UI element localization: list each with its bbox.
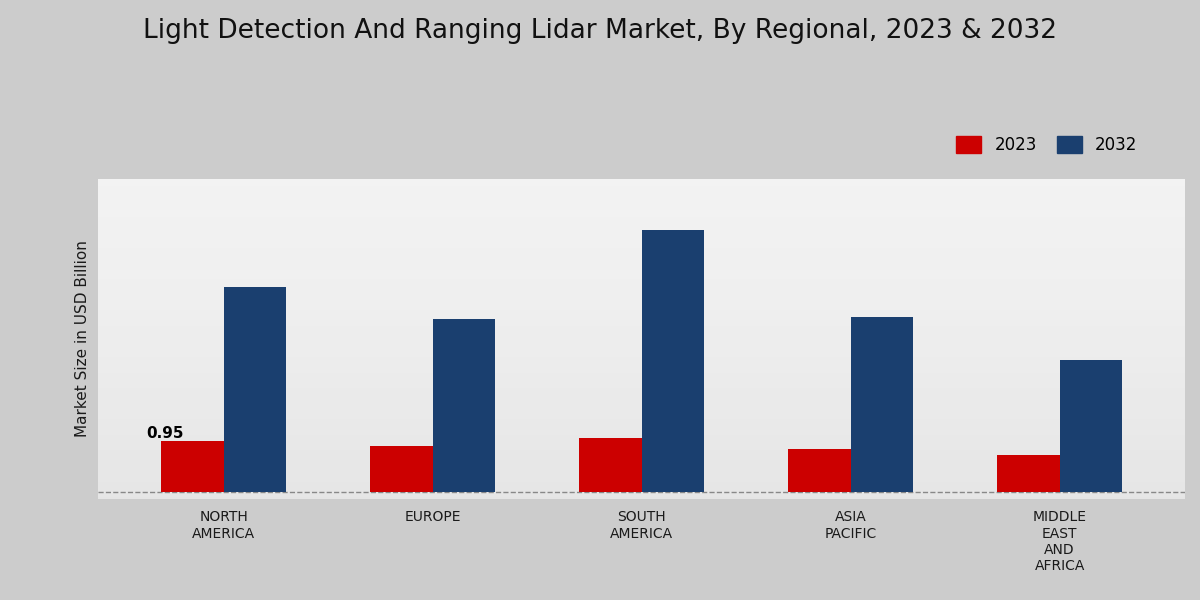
Bar: [578, 438, 642, 492]
Bar: [370, 446, 433, 492]
Text: 0.95: 0.95: [146, 425, 184, 440]
Legend: 2023, 2032: 2023, 2032: [949, 130, 1144, 161]
Bar: [161, 441, 223, 492]
Bar: [788, 449, 851, 492]
Bar: [642, 230, 704, 492]
Text: Light Detection And Ranging Lidar Market, By Regional, 2023 & 2032: Light Detection And Ranging Lidar Market…: [143, 18, 1057, 44]
Y-axis label: Market Size in USD Billion: Market Size in USD Billion: [76, 240, 90, 437]
Bar: [851, 317, 913, 492]
Bar: [433, 319, 496, 492]
Bar: [997, 455, 1060, 492]
Bar: [1060, 360, 1122, 492]
Bar: [223, 287, 287, 492]
